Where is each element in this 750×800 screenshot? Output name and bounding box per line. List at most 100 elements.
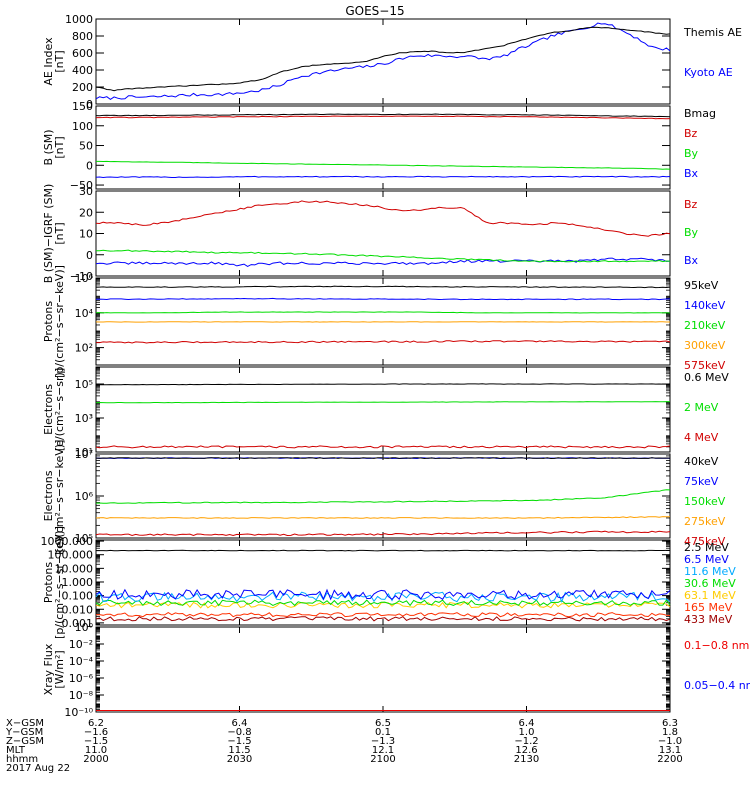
x-axis-value: −1.0 — [658, 736, 682, 747]
panel-6: 10⁵ 10⁶ 10⁷ Electrons[e/(cm²−s−sr−keV)] 40ke… — [42, 440, 726, 553]
y-tick-label: 0.100 — [62, 590, 94, 603]
y-tick-label: 10⁶ — [75, 272, 94, 285]
series-line — [95, 599, 671, 607]
panel-4: 10² 10⁴ 10⁶ Protons[p/(cm²−s−sr−keV)] 95keV 1… — [42, 265, 726, 378]
y-axis-label-line: [e/(cm²−s−sr)] — [53, 368, 66, 451]
series-line — [95, 530, 671, 537]
y-tick-label: 1000 — [65, 13, 93, 26]
y-tick-label: −10 — [70, 270, 93, 283]
legend-label: 4 MeV — [684, 431, 719, 444]
legend-label: 95keV — [684, 279, 719, 292]
x-axis-value: 6.5 — [375, 718, 391, 729]
legend-label: 210keV — [684, 319, 726, 332]
y-tick-label: 0 — [86, 159, 93, 172]
y-tick-label: −50 — [70, 179, 93, 192]
y-axis-label: B (SM)−IGRF (SM)[nT] — [42, 184, 66, 284]
y-tick-label: 100.000 — [48, 549, 94, 562]
x-axis-value: 11.5 — [228, 745, 250, 756]
series-line — [95, 297, 671, 301]
series-line — [95, 489, 671, 504]
x-axis-row-label: Z−GSM — [6, 736, 44, 747]
x-axis-value: 12.1 — [372, 745, 394, 756]
series-line — [95, 588, 671, 601]
x-axis-value: −1.5 — [227, 736, 251, 747]
legend-label: 2 MeV — [684, 401, 719, 414]
series-line — [95, 285, 671, 289]
x-axis-value: −1.5 — [84, 736, 108, 747]
y-axis-label-line: [W/m²] — [53, 650, 66, 688]
y-tick-label: 0 — [86, 98, 93, 111]
x-axis-value: 2000 — [83, 754, 108, 765]
y-tick-label: 10¹ — [75, 446, 93, 459]
y-tick-label: 10 — [79, 228, 93, 241]
series-line — [95, 26, 671, 92]
x-axis-value: 1.8 — [662, 727, 678, 738]
legend-label: 0.1−0.8 nm — [684, 639, 749, 652]
panel-frame — [95, 539, 671, 626]
legend-label: 30.6 MeV — [684, 577, 736, 590]
legend-label: 275keV — [684, 515, 726, 528]
y-axis-label-line: B (SM)−IGRF (SM) — [42, 184, 55, 284]
legend-label: By — [684, 147, 699, 160]
x-axis-value: 11.0 — [85, 745, 107, 756]
panel-frame — [95, 366, 671, 453]
y-axis-label: Electrons[e/(cm²−s−sr)] — [42, 368, 66, 451]
y-axis-label-line: [e/(cm²−s−sr−keV)] — [53, 440, 66, 553]
series-line — [95, 457, 671, 460]
x-axis-value: −1.3 — [371, 736, 395, 747]
legend-label: 475keV — [684, 535, 726, 548]
panel-frame — [95, 18, 671, 105]
y-axis-label: B (SM)[nT] — [42, 129, 66, 165]
series-line — [95, 22, 671, 101]
y-tick-label: 10⁶ — [75, 490, 94, 503]
y-tick-label: 150 — [72, 100, 93, 113]
legend-label: Themis AE — [683, 26, 742, 39]
x-axis-value: 2100 — [370, 754, 395, 765]
legend-label: 0.6 MeV — [684, 371, 729, 384]
y-axis-label-line: [nT] — [53, 136, 66, 158]
series-line — [95, 616, 671, 622]
y-tick-label: 100 — [72, 120, 93, 133]
y-tick-label: 10⁻⁴ — [69, 655, 94, 668]
y-tick-label: 10⁵ — [75, 378, 93, 391]
x-axis-value: 1.0 — [519, 727, 535, 738]
series-line — [95, 612, 671, 618]
legend-label: Bmag — [684, 107, 716, 120]
y-axis-label: Xray Flux[W/m²] — [42, 643, 66, 695]
legend-label: Bz — [684, 127, 698, 140]
y-tick-label: 30 — [79, 185, 93, 198]
series-line — [95, 113, 671, 118]
y-tick-label: 0.010 — [62, 603, 94, 616]
series-line — [95, 445, 671, 449]
y-axis-label-line: AE Index — [42, 37, 55, 86]
y-axis-label-line: [nT] — [53, 222, 66, 244]
y-tick-label: 10⁻⁸ — [69, 689, 94, 702]
y-tick-label: 10² — [75, 342, 93, 355]
y-axis-label-line: [nT] — [53, 50, 66, 72]
series-line — [96, 340, 671, 344]
y-axis-label-line: Electrons — [42, 470, 55, 521]
y-tick-label: 0.001 — [62, 617, 94, 630]
panel-8: 10⁻¹⁰ 10⁻⁸ 10⁻⁶ 10⁻⁴ 10⁻² 10⁰ Xray Flux[W/m²] 0… — [42, 621, 750, 719]
series-line — [96, 115, 671, 120]
y-axis-label-line: B (SM) — [42, 129, 55, 165]
y-tick-label: 600 — [72, 47, 93, 60]
panel-frame — [95, 626, 671, 713]
x-axis-row-label: X−GSM — [6, 718, 44, 729]
series-line — [95, 516, 670, 519]
y-tick-label: 10⁷ — [75, 448, 93, 461]
figure-title: GOES−15 — [345, 4, 404, 18]
y-tick-label: 10³ — [75, 412, 93, 425]
legend-label: 0.05−0.4 nm — [684, 679, 750, 692]
y-axis-label: Protons[p/(cm²−s−sr−keV)] — [42, 265, 66, 378]
x-axis-value: 12.6 — [515, 745, 537, 756]
series-line — [95, 591, 671, 603]
series-line — [96, 249, 671, 263]
y-axis-label-line: Electrons — [42, 384, 55, 435]
series-line — [95, 401, 671, 404]
x-axis-value: 6.4 — [519, 718, 535, 729]
x-axis-row-label: hhmm — [6, 754, 38, 765]
legend-label: 150keV — [684, 495, 726, 508]
